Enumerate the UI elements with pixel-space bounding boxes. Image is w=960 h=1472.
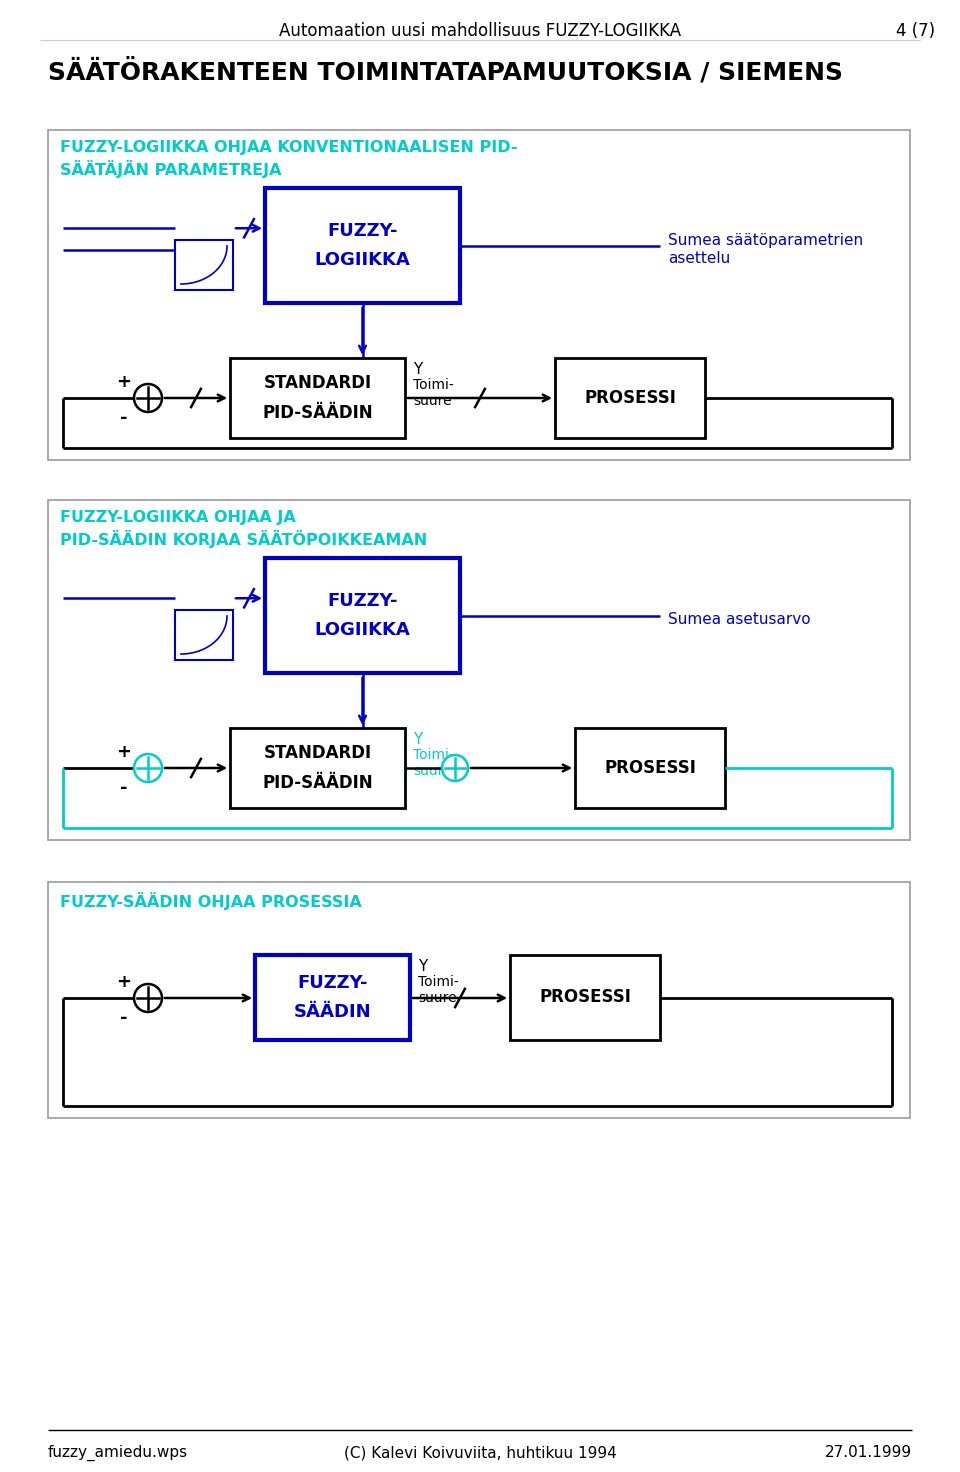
Text: STANDARDI
PID-SÄÄDIN: STANDARDI PID-SÄÄDIN bbox=[262, 374, 372, 421]
Text: FUZZY-SÄÄDIN OHJAA PROSESSIA: FUZZY-SÄÄDIN OHJAA PROSESSIA bbox=[60, 892, 362, 910]
Text: Y: Y bbox=[413, 362, 422, 377]
Bar bbox=[255, 955, 410, 1041]
Text: -: - bbox=[120, 1008, 128, 1027]
Text: Sumea asetusarvo: Sumea asetusarvo bbox=[668, 611, 810, 627]
Bar bbox=[510, 955, 660, 1041]
Text: PROSESSI: PROSESSI bbox=[604, 760, 696, 777]
Text: fuzzy_amiedu.wps: fuzzy_amiedu.wps bbox=[48, 1446, 188, 1462]
Text: FUZZY-
LOGIIKKA: FUZZY- LOGIIKKA bbox=[315, 222, 410, 269]
Text: PROSESSI: PROSESSI bbox=[584, 389, 676, 406]
Text: FUZZY-LOGIIKKA OHJAA JA: FUZZY-LOGIIKKA OHJAA JA bbox=[60, 509, 296, 526]
Text: -: - bbox=[120, 779, 128, 796]
Text: FUZZY-
SÄÄDIN: FUZZY- SÄÄDIN bbox=[294, 974, 372, 1022]
Text: STANDARDI
PID-SÄÄDIN: STANDARDI PID-SÄÄDIN bbox=[262, 745, 372, 792]
Text: Sumea säätöparametrien
asettelu: Sumea säätöparametrien asettelu bbox=[668, 234, 863, 266]
Text: PROSESSI: PROSESSI bbox=[540, 989, 631, 1007]
Circle shape bbox=[134, 983, 162, 1013]
Text: Toimi-
suure: Toimi- suure bbox=[418, 974, 459, 1005]
Text: (C) Kalevi Koivuviita, huhtikuu 1994: (C) Kalevi Koivuviita, huhtikuu 1994 bbox=[344, 1446, 616, 1460]
Text: Toimi-
suure: Toimi- suure bbox=[413, 748, 454, 779]
Text: Y: Y bbox=[418, 958, 427, 974]
Bar bbox=[175, 240, 233, 290]
Text: +: + bbox=[116, 973, 132, 991]
Bar bbox=[48, 882, 910, 1119]
Bar bbox=[48, 130, 910, 459]
Text: FUZZY-
LOGIIKKA: FUZZY- LOGIIKKA bbox=[315, 592, 410, 639]
Bar bbox=[265, 558, 460, 673]
Bar bbox=[48, 500, 910, 841]
Text: 27.01.1999: 27.01.1999 bbox=[825, 1446, 912, 1460]
Text: -: - bbox=[120, 409, 128, 427]
Text: SÄÄTÄJÄN PARAMETREJA: SÄÄTÄJÄN PARAMETREJA bbox=[60, 160, 281, 178]
Bar bbox=[230, 729, 405, 808]
Text: SÄÄTÖRAKENTEEN TOIMINTATAPAMUUTOKSIA / SIEMENS: SÄÄTÖRAKENTEEN TOIMINTATAPAMUUTOKSIA / S… bbox=[48, 57, 843, 84]
Bar bbox=[175, 609, 233, 659]
Text: Toimi-
suure: Toimi- suure bbox=[413, 378, 454, 408]
Text: Automaation uusi mahdollisuus FUZZY-LOGIIKKA: Automaation uusi mahdollisuus FUZZY-LOGI… bbox=[279, 22, 681, 40]
Circle shape bbox=[442, 755, 468, 782]
Text: +: + bbox=[116, 743, 132, 761]
Bar bbox=[230, 358, 405, 439]
Bar bbox=[575, 729, 725, 808]
Text: 4 (7): 4 (7) bbox=[896, 22, 935, 40]
Bar bbox=[265, 188, 460, 303]
Circle shape bbox=[134, 754, 162, 782]
Circle shape bbox=[134, 384, 162, 412]
Text: PID-SÄÄDIN KORJAA SÄÄTÖPOIKKEAMAN: PID-SÄÄDIN KORJAA SÄÄTÖPOIKKEAMAN bbox=[60, 530, 427, 548]
Bar bbox=[555, 358, 705, 439]
Text: FUZZY-LOGIIKKA OHJAA KONVENTIONAALISEN PID-: FUZZY-LOGIIKKA OHJAA KONVENTIONAALISEN P… bbox=[60, 140, 517, 155]
Text: Y: Y bbox=[413, 732, 422, 746]
Text: +: + bbox=[116, 372, 132, 392]
